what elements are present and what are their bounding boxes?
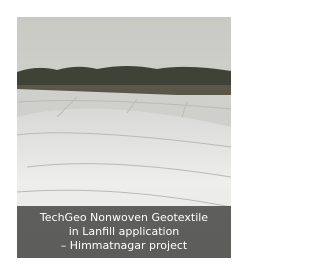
caption-line: – Himmatnagar project: [17, 239, 231, 253]
caption-line: in Lanfill application: [17, 225, 231, 239]
caption-line: TechGeo Nonwoven Geotextile: [17, 211, 231, 225]
page: TechGeo Nonwoven Geotextile in Lanfill a…: [0, 0, 248, 274]
photo-card: TechGeo Nonwoven Geotextile in Lanfill a…: [17, 17, 231, 258]
caption: TechGeo Nonwoven Geotextile in Lanfill a…: [17, 206, 231, 258]
